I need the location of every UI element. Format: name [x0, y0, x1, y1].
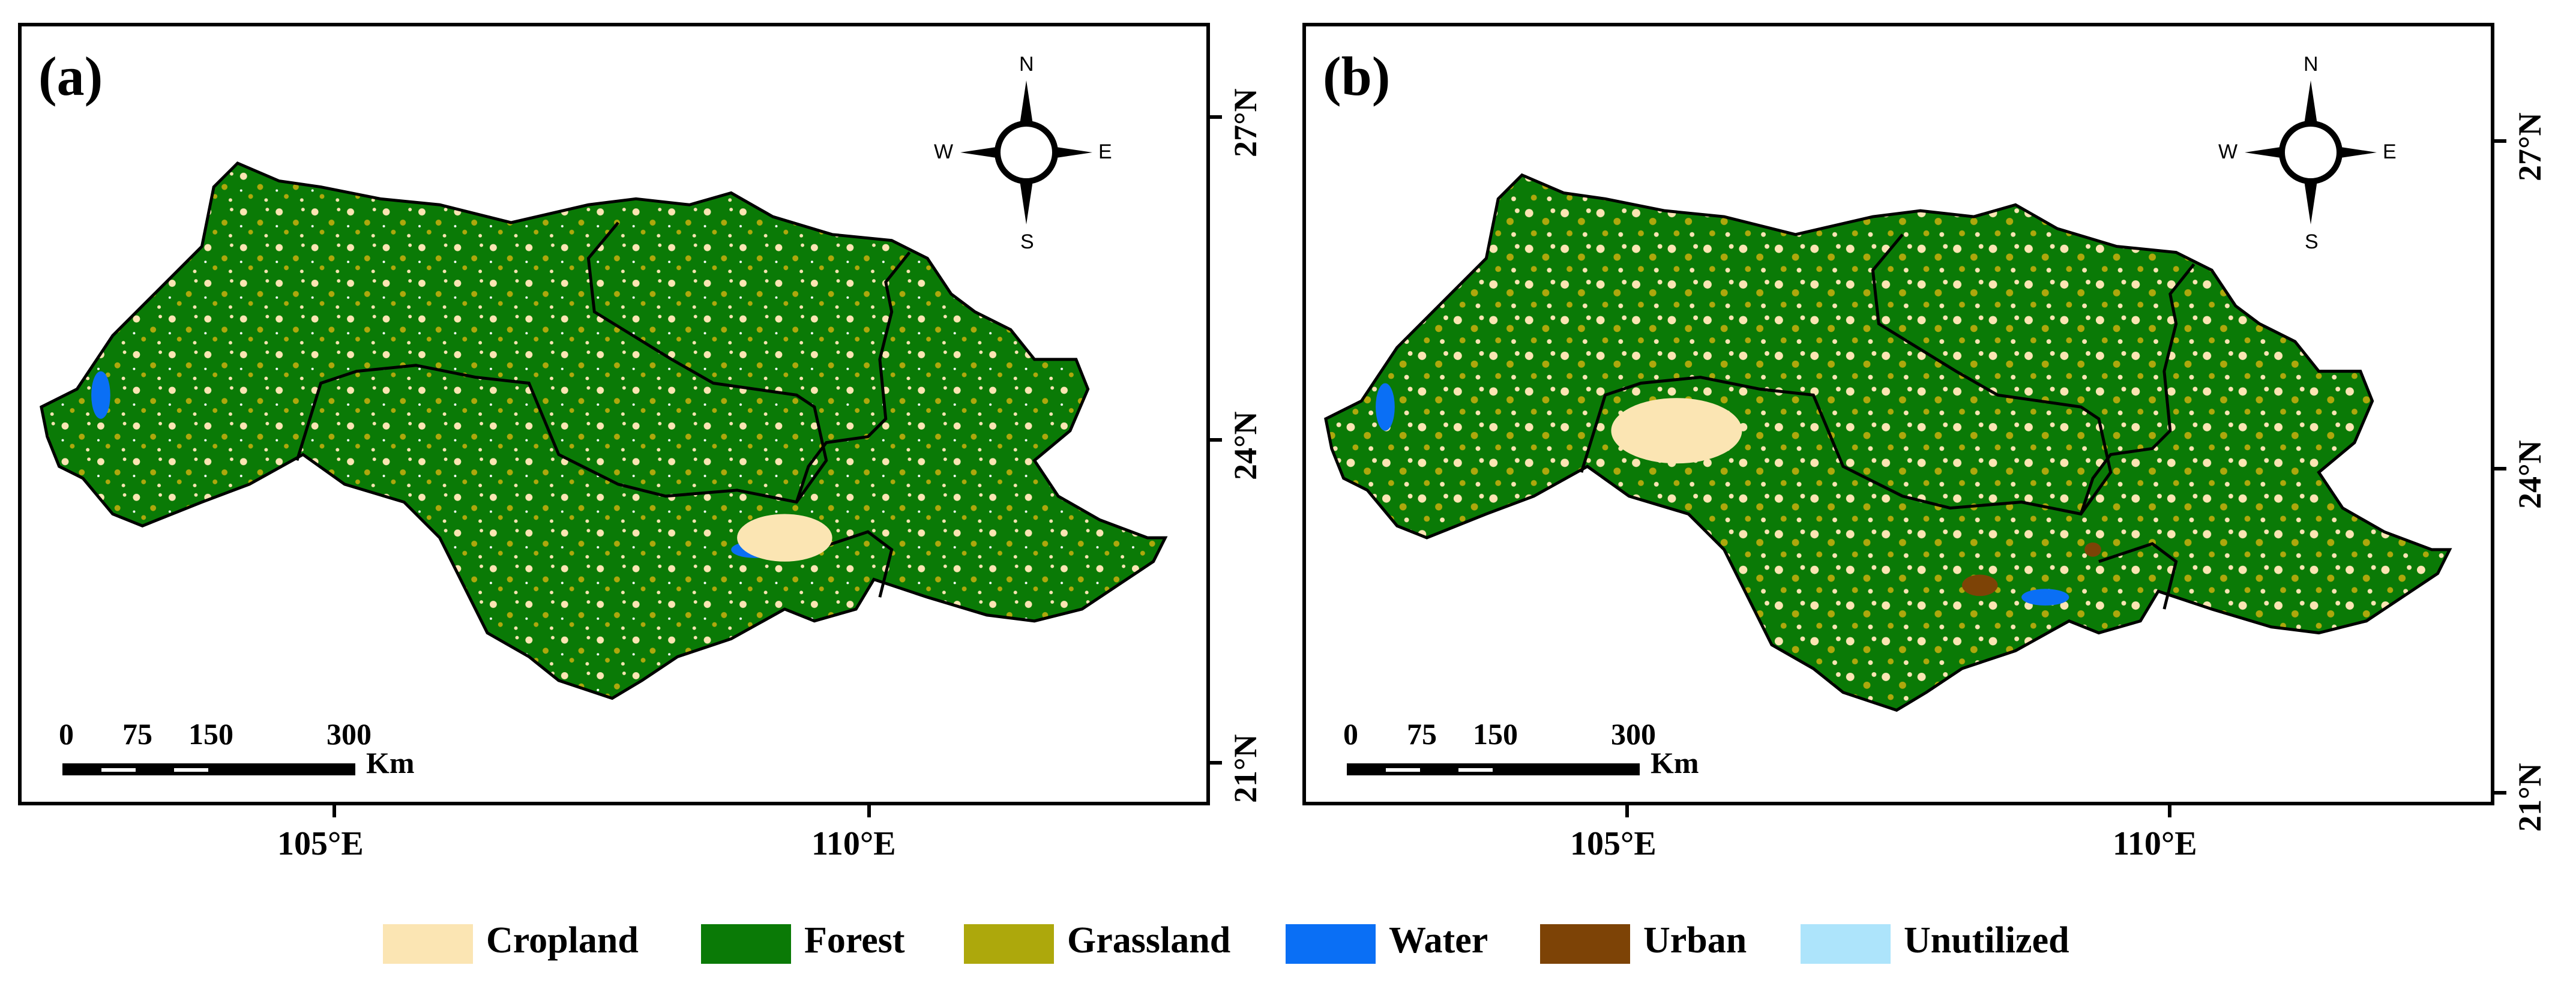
- scale-tick: 75: [122, 717, 152, 751]
- lat-label: 21°N: [1227, 734, 1263, 803]
- lon-label: 105°E: [1570, 825, 1657, 862]
- compass-icon: [960, 80, 1092, 224]
- north-arrow: N S W E: [934, 53, 1116, 253]
- map-panel-a: (a) N S W E 0 75 150 300 Km: [18, 23, 1210, 805]
- lon-tick: [1625, 805, 1629, 817]
- subbasin-boundary: [2098, 542, 2178, 610]
- panel-label: (b): [1323, 46, 1391, 107]
- legend: Cropland Forest Grassland Water Urban Un…: [0, 917, 2576, 977]
- scale-tick: 150: [188, 717, 233, 751]
- scale-bar: 0 75 150 300 Km: [1343, 717, 1767, 789]
- subbasin-boundary: [795, 251, 911, 503]
- compass-n: N: [1019, 53, 1034, 76]
- legend-label: Forest: [804, 920, 905, 961]
- legend-label: Water: [1389, 920, 1488, 961]
- lat-label: 27°N: [1227, 88, 1263, 157]
- compass-e: E: [1098, 140, 1112, 163]
- scale-tick: 75: [1407, 717, 1437, 751]
- lat-tick: [2494, 139, 2506, 143]
- compass-w: W: [934, 140, 954, 163]
- map-panel-b: (b) N S W E 0 75 150 300 Km: [1302, 23, 2494, 805]
- lat-tick: [2494, 791, 2506, 795]
- compass-s: S: [2305, 230, 2319, 253]
- land-use-map-a: [40, 161, 1168, 700]
- legend-swatch: [701, 924, 791, 964]
- lon-label: 105°E: [277, 825, 364, 862]
- scale-unit: Km: [1651, 746, 1699, 780]
- scale-bar-graphic: [62, 763, 355, 775]
- scale-bar-graphic: [1347, 763, 1640, 775]
- basin-outline: [1324, 173, 2452, 712]
- lat-tick: [1210, 761, 1222, 765]
- scale-tick: 0: [59, 717, 74, 751]
- lat-label: 24°N: [2512, 440, 2548, 509]
- lat-tick: [2494, 467, 2506, 470]
- water-body: [91, 371, 110, 419]
- water-body: [2021, 589, 2069, 606]
- compass-e: E: [2383, 140, 2397, 163]
- cropland-area: [1611, 398, 1742, 464]
- subbasin-boundary: [1580, 233, 2113, 516]
- legend-label: Grassland: [1067, 920, 1231, 961]
- lon-tick: [333, 805, 336, 817]
- lon-tick: [2168, 805, 2171, 817]
- legend-label: Urban: [1643, 920, 1747, 961]
- lat-tick: [1210, 438, 1222, 442]
- scale-tick: 150: [1473, 717, 1518, 751]
- north-arrow: N S W E: [2218, 53, 2401, 253]
- legend-swatch: [1801, 924, 1891, 964]
- lat-label: 21°N: [2512, 763, 2548, 832]
- lon-label: 110°E: [2113, 825, 2197, 862]
- scale-tick: 300: [327, 717, 372, 751]
- compass-n: N: [2304, 53, 2319, 76]
- water-body: [1376, 383, 1395, 431]
- lon-tick: [867, 805, 871, 817]
- compass-icon: [2245, 80, 2377, 224]
- subbasin-boundary: [295, 221, 828, 504]
- legend-label: Cropland: [486, 920, 639, 961]
- compass-s: S: [1020, 230, 1034, 253]
- legend-swatch: [1286, 924, 1376, 964]
- lon-label: 110°E: [811, 825, 896, 862]
- subbasin-boundary: [2079, 263, 2195, 515]
- basin-outline: [40, 161, 1168, 700]
- scale-tick: 0: [1343, 717, 1358, 751]
- urban-area: [1962, 574, 1998, 597]
- subbasin-boundary: [814, 530, 894, 598]
- scale-tick: 300: [1611, 717, 1656, 751]
- lat-label: 27°N: [2512, 112, 2548, 181]
- scale-unit: Km: [366, 746, 415, 780]
- lat-tick: [1210, 115, 1222, 119]
- legend-swatch: [383, 924, 473, 964]
- legend-swatch: [964, 924, 1054, 964]
- compass-w: W: [2218, 140, 2238, 163]
- land-use-map-b: [1324, 173, 2452, 712]
- scale-bar: 0 75 150 300 Km: [59, 717, 483, 789]
- lat-label: 24°N: [1227, 411, 1263, 480]
- cropland-area: [737, 514, 832, 562]
- legend-label: Unutilized: [1904, 920, 2069, 961]
- urban-area: [2084, 543, 2101, 557]
- panel-label: (a): [38, 46, 103, 107]
- legend-swatch: [1540, 924, 1630, 964]
